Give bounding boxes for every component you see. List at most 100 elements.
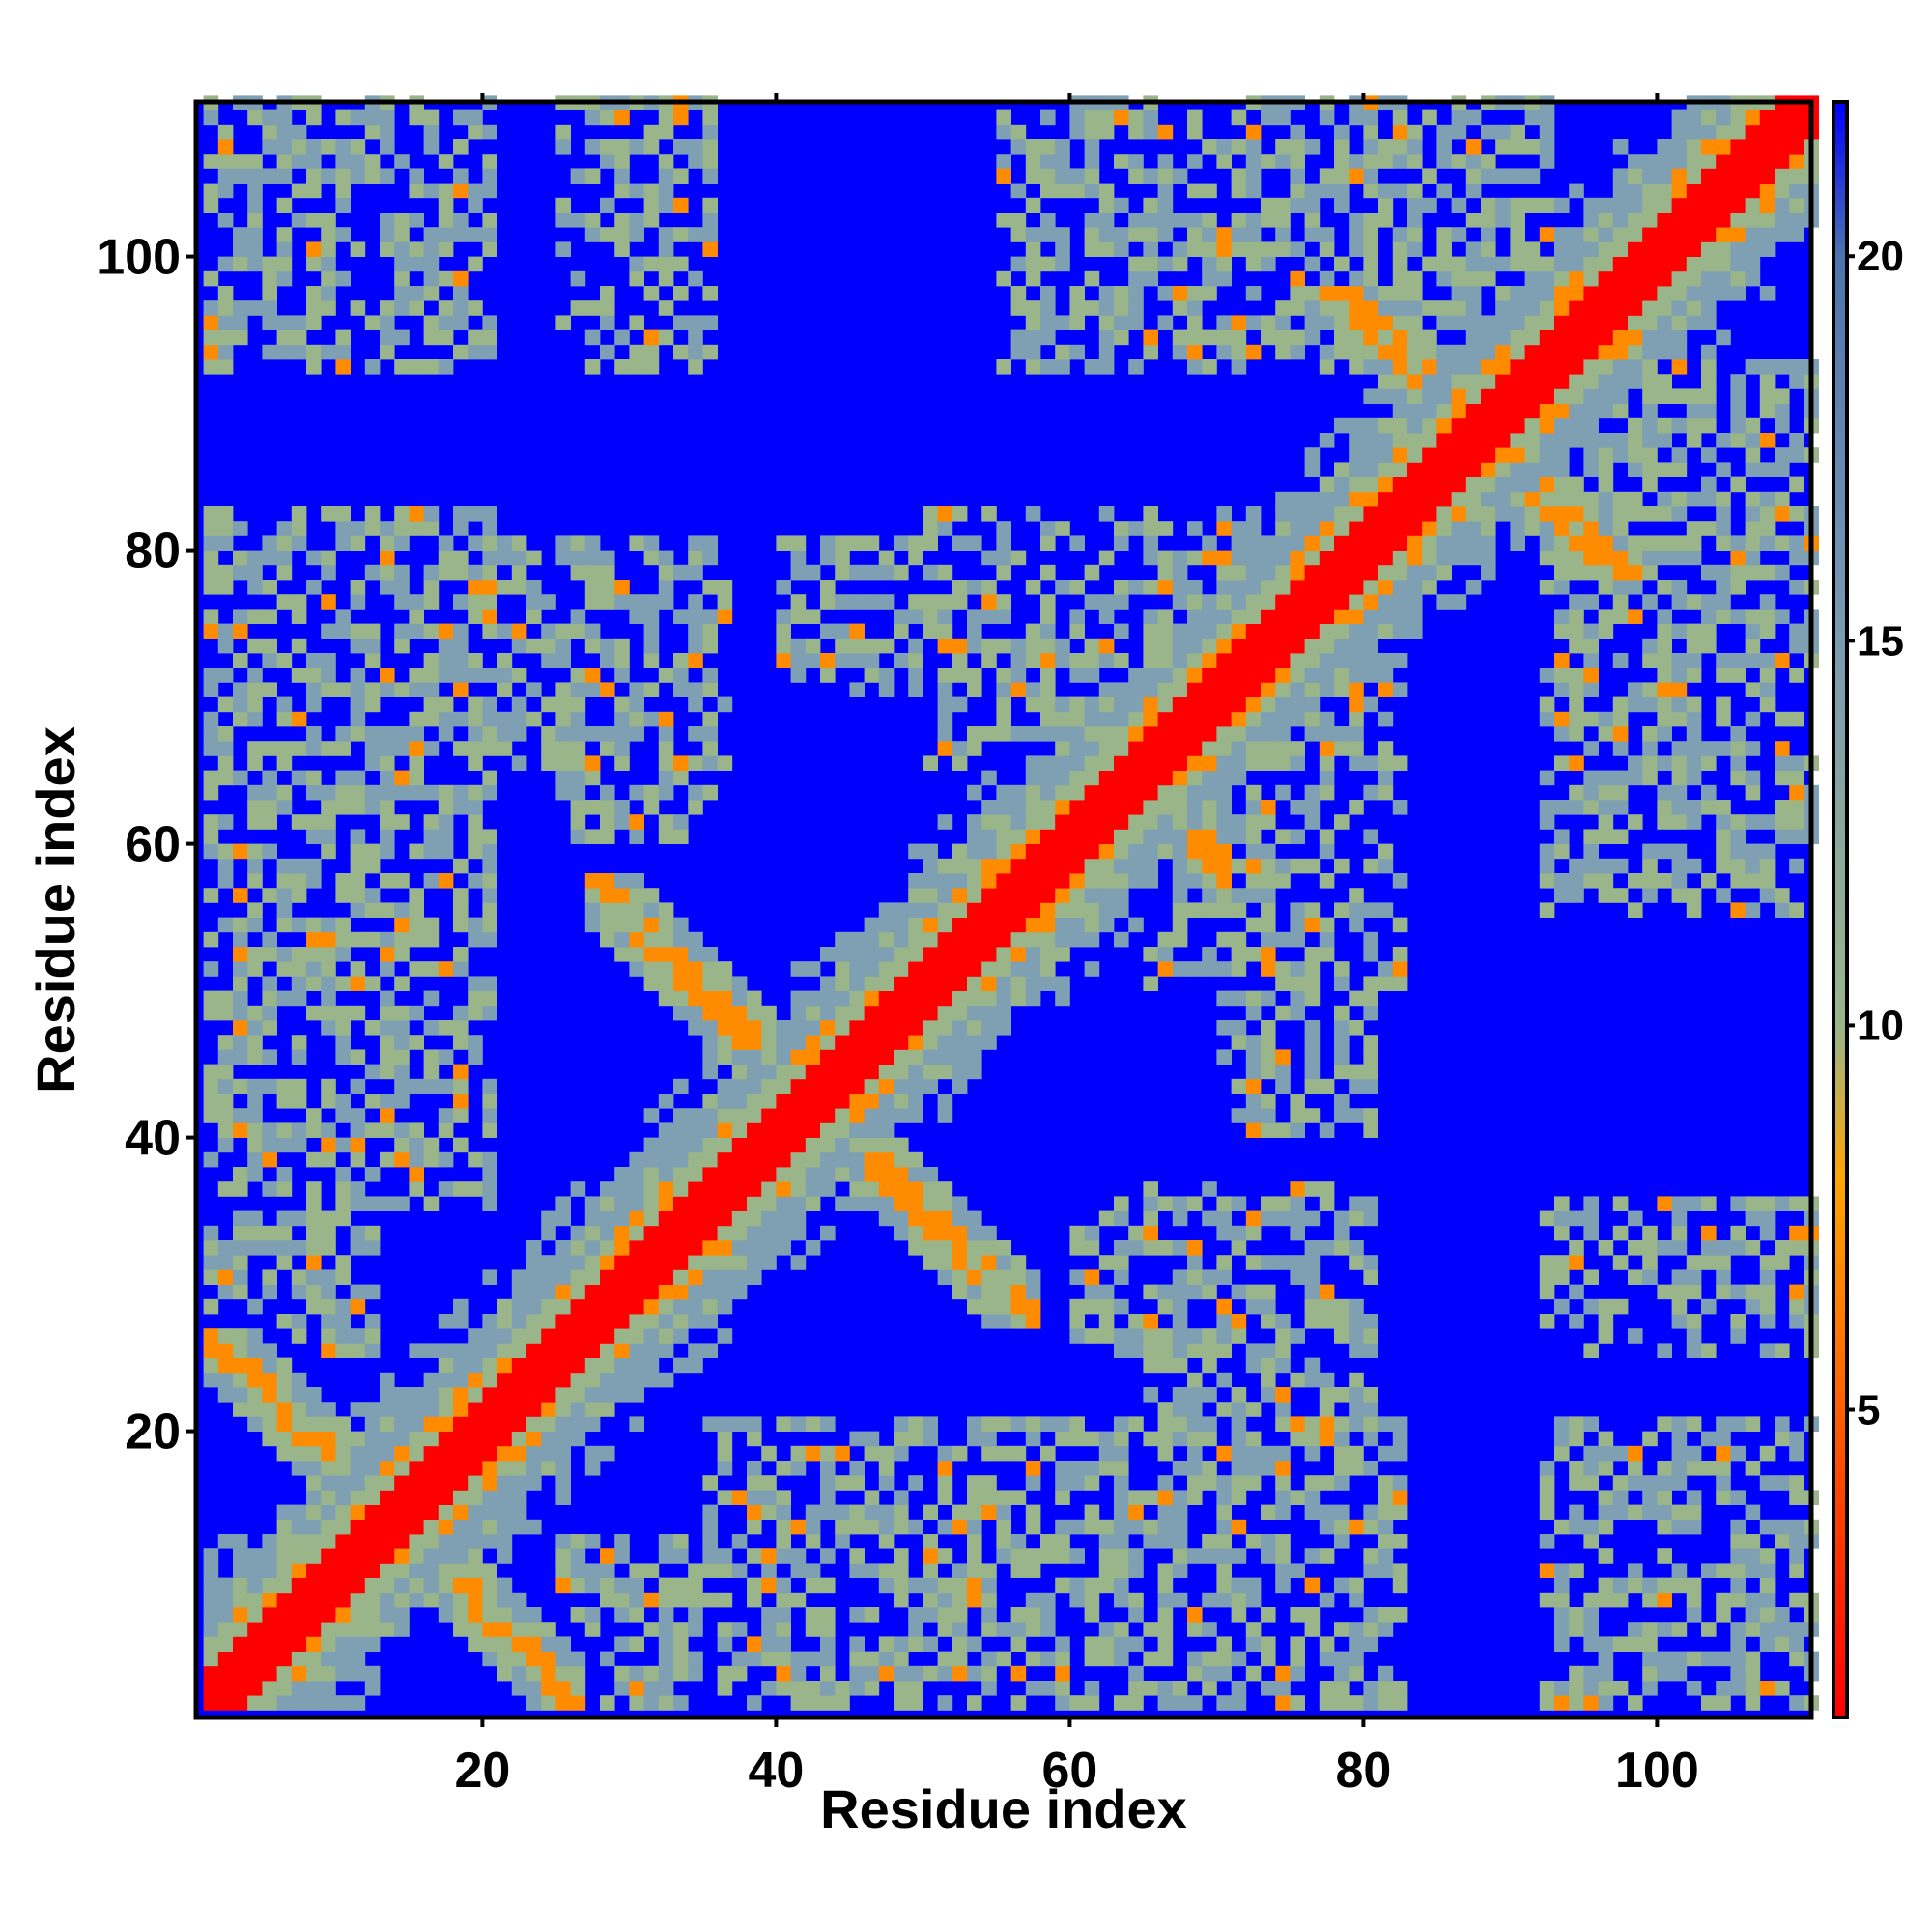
heatmap-cell	[1157, 580, 1174, 595]
heatmap-cell	[1392, 227, 1408, 242]
heatmap-cell	[981, 1490, 997, 1505]
heatmap-cell	[1098, 726, 1115, 742]
heatmap-cell	[526, 1461, 542, 1476]
heatmap-cell	[1084, 139, 1100, 155]
heatmap-cell	[1495, 256, 1511, 272]
heatmap-cell	[937, 1049, 953, 1065]
heatmap-cell	[555, 139, 571, 155]
heatmap-cell	[1407, 623, 1423, 639]
heatmap-cell	[1524, 388, 1541, 404]
heatmap-cell	[1642, 1636, 1658, 1652]
heatmap-cell	[203, 197, 219, 213]
heatmap-cell	[1481, 227, 1496, 242]
heatmap-cell	[306, 1681, 322, 1696]
heatmap-cell	[658, 1137, 674, 1153]
heatmap-cell	[262, 1577, 277, 1594]
heatmap-cell	[1334, 124, 1350, 140]
heatmap-cell	[380, 990, 395, 1007]
heatmap-cell	[453, 286, 469, 301]
heatmap-cell	[1261, 800, 1276, 815]
heatmap-cell	[908, 1167, 923, 1182]
heatmap-cell	[350, 594, 366, 610]
heatmap-cell	[908, 1181, 923, 1197]
heatmap-cell	[438, 1122, 454, 1138]
heatmap-cell	[1583, 800, 1599, 815]
heatmap-cell	[1290, 961, 1305, 977]
heatmap-cell	[629, 1167, 644, 1182]
heatmap-cell	[1628, 417, 1643, 434]
heatmap-cell	[1510, 227, 1525, 242]
heatmap-cell	[1084, 1695, 1100, 1711]
heatmap-cell	[1231, 1078, 1247, 1094]
heatmap-cell	[1275, 227, 1291, 242]
heatmap-cell	[629, 1240, 644, 1256]
heatmap-cell	[614, 1534, 630, 1549]
heatmap-cell	[747, 1519, 762, 1535]
heatmap-cell	[1245, 550, 1262, 566]
heatmap-cell	[1157, 227, 1174, 242]
heatmap-cell	[1157, 213, 1174, 228]
heatmap-cell	[291, 1078, 307, 1094]
heatmap-cell	[1275, 609, 1291, 624]
heatmap-cell	[262, 286, 277, 301]
heatmap-cell	[1642, 741, 1658, 756]
heatmap-cell	[380, 1519, 395, 1535]
heatmap-cell	[321, 1122, 336, 1138]
heatmap-cell	[1275, 139, 1291, 155]
heatmap-cell	[1216, 270, 1232, 287]
heatmap-cell	[511, 1298, 527, 1315]
heatmap-cell	[1539, 315, 1555, 330]
heatmap-cell	[1583, 594, 1599, 610]
heatmap-cell	[1187, 1387, 1203, 1403]
heatmap-cell	[835, 1504, 850, 1520]
heatmap-cell	[453, 1490, 469, 1505]
heatmap-cell	[658, 947, 674, 962]
heatmap-cell	[247, 1210, 263, 1227]
heatmap-cell	[1143, 1196, 1158, 1211]
heatmap-cell	[262, 741, 277, 756]
heatmap-cell	[276, 1519, 293, 1535]
heatmap-cell	[1216, 1372, 1232, 1388]
heatmap-cell	[409, 711, 424, 727]
heatmap-cell	[423, 1445, 440, 1462]
heatmap-cell	[511, 1622, 527, 1637]
heatmap-cell	[1055, 168, 1070, 184]
heatmap-cell	[1245, 653, 1262, 668]
heatmap-cell	[1583, 1636, 1599, 1652]
heatmap-cell	[453, 800, 469, 815]
heatmap-cell	[1157, 521, 1174, 536]
heatmap-cell	[1451, 403, 1467, 419]
heatmap-cell	[1524, 491, 1541, 507]
heatmap-cell	[1554, 1577, 1570, 1594]
heatmap-cell	[643, 535, 660, 551]
heatmap-cell	[1172, 1387, 1188, 1403]
heatmap-cell	[658, 1607, 674, 1623]
heatmap-cell	[584, 1343, 601, 1358]
heatmap-cell	[1010, 843, 1027, 860]
heatmap-cell	[570, 1431, 586, 1447]
heatmap-cell	[952, 1020, 968, 1036]
heatmap-cell	[203, 154, 219, 169]
heatmap-cell	[1392, 961, 1408, 977]
heatmap-cell	[1642, 227, 1658, 242]
heatmap-cell	[894, 609, 909, 624]
heatmap-cell	[864, 1064, 880, 1080]
heatmap-cell	[688, 638, 703, 654]
heatmap-cell	[1422, 388, 1437, 404]
heatmap-cell	[1245, 990, 1262, 1007]
heatmap-cell	[1216, 1563, 1232, 1578]
heatmap-cell	[1261, 1636, 1276, 1652]
heatmap-cell	[247, 1240, 263, 1256]
heatmap-cell	[1245, 1122, 1262, 1138]
heatmap-cell	[1128, 917, 1144, 933]
heatmap-cell	[776, 623, 791, 639]
heatmap-cell	[600, 1298, 615, 1315]
heatmap-cell	[1187, 902, 1203, 918]
heatmap-cell	[967, 1035, 982, 1050]
heatmap-cell	[1392, 976, 1408, 991]
heatmap-cell	[1598, 1592, 1614, 1608]
heatmap-cell	[629, 1343, 644, 1358]
heatmap-cell	[1495, 388, 1511, 404]
heatmap-cell	[643, 653, 660, 668]
heatmap-cell	[1539, 550, 1555, 566]
